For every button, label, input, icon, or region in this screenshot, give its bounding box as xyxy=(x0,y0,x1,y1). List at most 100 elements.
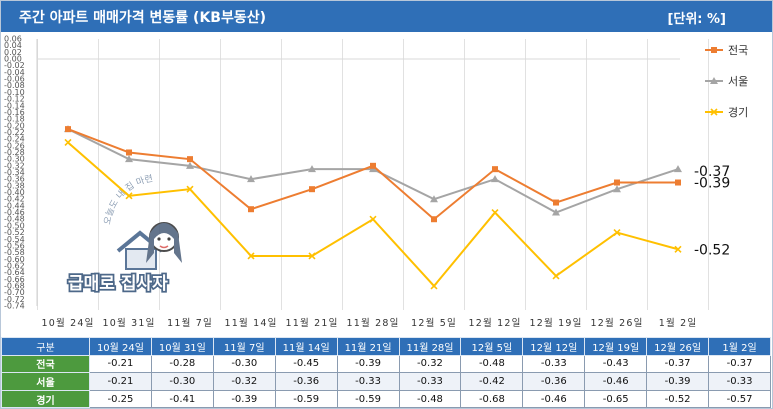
chart-title: 주간 아파트 매매가격 변동률 (KB부동산) xyxy=(19,10,267,26)
table-cell: -0.25 xyxy=(89,389,152,409)
data-point xyxy=(186,161,194,169)
y-tick-label: -0.46 xyxy=(4,208,25,217)
table-cell: -0.46 xyxy=(522,389,586,409)
chart-header: 주간 아파트 매매가격 변동률 (KB부동산) [단위: %] xyxy=(1,1,772,32)
table-cell: -0.59 xyxy=(336,389,400,409)
table-cell: -0.33 xyxy=(398,372,462,391)
unit-label: [단위: %] xyxy=(667,12,726,27)
y-tick-label: -0.68 xyxy=(4,281,25,290)
y-tick-label: -0.52 xyxy=(4,228,25,237)
y-tick-label: 0.06 xyxy=(4,35,22,44)
table-cell: -0.33 xyxy=(708,372,771,391)
data-point xyxy=(492,166,498,173)
end-label: -0.39 xyxy=(694,176,730,192)
table-corner-label: 구분 xyxy=(1,337,90,356)
data-point xyxy=(674,245,682,253)
data-point xyxy=(430,282,438,290)
y-tick-label: -0.26 xyxy=(4,141,25,150)
y-tick-label: -0.60 xyxy=(4,255,25,264)
table-cell: -0.52 xyxy=(646,389,710,409)
table-column-header: 10월 24일 xyxy=(89,337,152,356)
x-tick-label: 12월 19일 xyxy=(529,317,582,329)
y-tick-label: -0.74 xyxy=(4,302,25,311)
y-tick-label: -0.06 xyxy=(4,75,25,84)
table-cell: -0.68 xyxy=(460,389,524,409)
x-tick-label: 10월 31일 xyxy=(102,317,155,329)
y-tick-label: -0.20 xyxy=(4,121,25,130)
table-cell: -0.21 xyxy=(89,372,152,391)
table-cell: -0.43 xyxy=(584,354,648,374)
legend-marker xyxy=(710,108,718,116)
end-labels: -0.37-0.39 -0.52 xyxy=(694,164,730,258)
end-label: -0.52 xyxy=(694,242,730,258)
table-column-header: 1월 2일 xyxy=(708,337,771,356)
y-tick-label: -0.42 xyxy=(4,195,25,204)
y-tick-label: -0.10 xyxy=(4,88,25,97)
table-cell: -0.33 xyxy=(336,372,400,391)
y-tick-label: -0.28 xyxy=(4,148,25,157)
data-point xyxy=(674,165,682,173)
data-point xyxy=(187,156,193,163)
table-cell: -0.46 xyxy=(584,372,648,391)
data-point xyxy=(126,149,132,156)
y-tick-label: -0.40 xyxy=(4,188,25,197)
data-point xyxy=(431,216,437,223)
data-point xyxy=(430,195,438,203)
data-point xyxy=(248,206,254,213)
y-tick-label: -0.22 xyxy=(4,128,25,137)
table-cell: -0.39 xyxy=(212,389,276,409)
y-tick-label: -0.02 xyxy=(4,61,25,70)
table-cell: -0.65 xyxy=(584,389,648,409)
data-point xyxy=(308,252,316,260)
y-tick-label: -0.18 xyxy=(4,115,25,124)
legend-marker xyxy=(711,47,717,53)
data-point xyxy=(309,186,315,193)
data-point xyxy=(247,175,255,183)
table-column-header: 11월 7일 xyxy=(212,337,276,356)
table-row-label: 서울 xyxy=(1,372,90,391)
grid-lines xyxy=(36,39,709,310)
data-table: 구분 10월 24일 10월 31일 11월 7일 11월 14일 11월 21일 11월… xyxy=(1,337,771,409)
table-column-header: 12월 5일 xyxy=(460,337,524,356)
x-tick-label: 11월 21일 xyxy=(285,317,338,329)
table-cell: -0.28 xyxy=(150,354,214,374)
table-cell: -0.45 xyxy=(274,354,338,374)
table-row-label: 전국 xyxy=(1,354,90,374)
data-point xyxy=(186,185,194,193)
y-tick-label: -0.16 xyxy=(4,108,25,117)
legend-label: 서울 xyxy=(728,75,748,88)
watermark-logo: 오늘도 내 집 마련 급매로 집사자 xyxy=(66,173,182,296)
table-cell: -0.42 xyxy=(460,372,524,391)
table-column-header: 11월 21일 xyxy=(336,337,400,356)
data-point xyxy=(614,179,620,186)
y-tick-label: -0.58 xyxy=(4,248,25,257)
table-column-header: 10월 31일 xyxy=(150,337,214,356)
legend-label: 경기 xyxy=(728,106,748,119)
data-point xyxy=(491,208,499,217)
y-tick-label: -0.14 xyxy=(4,101,25,110)
y-tick-label: -0.54 xyxy=(4,235,25,244)
y-tick-label: -0.12 xyxy=(4,95,25,104)
table-row: 서울 -0.21 -0.30 -0.32 -0.36 -0.33 -0.33 -0.42 -0.… xyxy=(1,372,771,391)
data-point xyxy=(370,162,376,169)
x-tick-label: 1월 2일 xyxy=(659,317,698,329)
y-tick-label: 0.02 xyxy=(4,48,22,57)
data-point xyxy=(552,272,560,280)
table-cell: -0.48 xyxy=(460,354,524,374)
line-chart: 0.060.040.020.00-0.02-0.04-0.06-0.08-0.1… xyxy=(4,35,748,330)
table-cell: -0.37 xyxy=(708,354,771,374)
table-column-header: 11월 14일 xyxy=(274,337,338,356)
y-tick-label: -0.04 xyxy=(4,68,25,77)
x-tick-label: 12월 12일 xyxy=(468,317,521,329)
y-tick-label: 0.04 xyxy=(4,41,22,50)
data-point xyxy=(308,165,316,173)
table-cell: -0.33 xyxy=(522,354,586,374)
table-cell: -0.41 xyxy=(150,389,214,409)
y-tick-label: -0.36 xyxy=(4,175,25,184)
series-lines xyxy=(64,125,682,290)
x-tick-label: 11월 28일 xyxy=(346,317,399,329)
data-point xyxy=(613,185,621,193)
table-row-label: 경기 xyxy=(1,389,90,409)
data-point xyxy=(125,155,133,163)
